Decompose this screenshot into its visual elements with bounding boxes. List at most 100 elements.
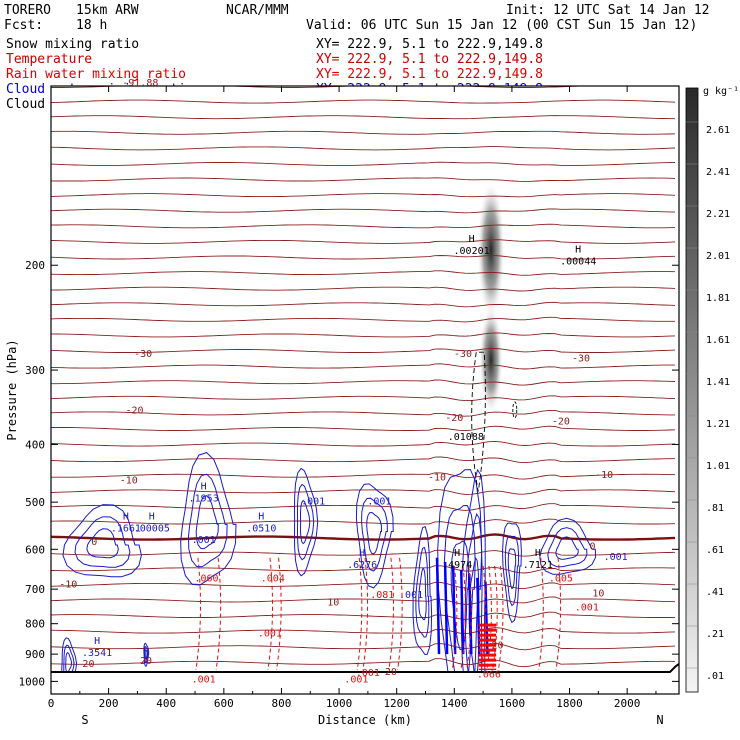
isotherm (51, 161, 676, 166)
y-tick-label: 1000 (19, 675, 46, 688)
cloud-water-label: .001 (399, 590, 423, 601)
isotherm (51, 255, 676, 260)
isotherm (51, 316, 675, 323)
isotherm (51, 239, 676, 244)
temperature-label: -10 (120, 475, 138, 486)
cloud-water-core (435, 557, 441, 655)
isotherm (51, 611, 676, 620)
x-axis: 0 200 400 600 800 1000 1200 1400 1600 1800 2000 (48, 86, 657, 710)
colorbar-unit: g kg⁻¹ (703, 86, 739, 97)
rain-contour (388, 557, 394, 671)
y-tick-label: 900 (25, 648, 45, 661)
temperature-label: -10 (59, 579, 77, 590)
cloud-water-contour (300, 499, 311, 545)
rain-contour (267, 557, 273, 671)
isotherm (51, 177, 676, 182)
y-tick-label: 300 (25, 364, 45, 377)
isotherm (51, 581, 676, 589)
colorbar-label: 1.61 (706, 335, 730, 346)
y-tick-label: 600 (25, 543, 45, 556)
isotherm (51, 658, 676, 668)
y-tick-label: 500 (25, 496, 45, 509)
isotherm (51, 301, 676, 308)
cloud-water-label: .001 (367, 497, 391, 508)
x-axis-label: Distance (km) (318, 713, 412, 727)
x-tick-label: 2000 (614, 697, 641, 710)
cloud-ice-contours (471, 351, 518, 492)
isotherm (51, 193, 676, 198)
temperature-label: 20 (385, 667, 397, 678)
cloud-water-contour (366, 511, 383, 555)
rain-contour (466, 565, 472, 671)
rain-contour (356, 557, 363, 671)
isotherm (51, 472, 676, 480)
rain-label: .066 (477, 669, 501, 680)
y-tick-label: 700 (25, 583, 45, 596)
y-tick-label: 800 (25, 618, 45, 631)
cloud-water-contour (65, 652, 73, 673)
rain-label: .001 (192, 675, 216, 686)
cloud-water-contour (355, 483, 394, 589)
extremum-letter: H (201, 482, 207, 493)
cloud-water-contour (180, 452, 237, 586)
isotherm (51, 99, 676, 104)
temperature-label: 20 (491, 640, 503, 651)
temperature-label: 20 (82, 659, 94, 670)
x-tick-label: 0 (48, 697, 55, 710)
cloud-water-contour (504, 535, 520, 607)
cloud-water-contour (501, 522, 522, 624)
field-xy-1: XY= 222.9, 5.1 to 222.9,149.8 (316, 52, 543, 67)
cloud-water-contour (418, 567, 427, 621)
colorbar-label: 2.61 (706, 125, 730, 136)
isotherm (51, 130, 676, 135)
rain-contour (362, 557, 369, 671)
extremum-letter: H (149, 512, 155, 523)
extremum-value: .1661 (111, 524, 141, 535)
rain-label: .081 (370, 590, 394, 601)
colorbar-label: .61 (706, 545, 724, 556)
rain-contours (195, 557, 562, 671)
extremum-letter: H (94, 636, 100, 647)
field-name-2: Rain water mixing ratio (6, 67, 186, 82)
y-tick-label: 400 (25, 438, 45, 451)
isotherm (51, 488, 676, 495)
isotherm (51, 379, 676, 386)
rain-contour (460, 565, 467, 671)
isotherm (51, 549, 676, 557)
extremum-value: .01088 (448, 432, 484, 443)
cloud-water-contour (555, 536, 579, 560)
temperature-label: -20 (552, 416, 570, 427)
field-name-1: Temperature (6, 52, 92, 67)
colorbar-labels: .01 .21 .41 .61 .81 1.01 1.21 1.41 1.61 1.81 2.01 2… (686, 121, 730, 682)
rain-label: .004 (261, 574, 285, 585)
terrain-line (51, 663, 679, 673)
x-tick-label: 1400 (441, 697, 468, 710)
cloud-water-contour (144, 645, 149, 664)
rain-contour (397, 557, 403, 671)
rain-label: .005 (549, 574, 573, 585)
colorbar (685, 87, 699, 693)
model-run: 15km ARW (76, 3, 139, 18)
colorbar-label: .01 (706, 671, 724, 682)
rain-label: .001 (258, 628, 282, 639)
terrain (51, 664, 679, 694)
cloud-water-contour (507, 548, 517, 590)
south-endpoint: S (81, 713, 88, 727)
rain-contour (215, 557, 222, 671)
rain-label: .001 (344, 675, 368, 686)
isotherm (51, 223, 676, 229)
isotherm (51, 642, 676, 651)
rain-contour (538, 557, 544, 671)
snow-plume-upper (477, 180, 505, 320)
temperature-label: -91.88 (122, 78, 158, 89)
isotherm (51, 456, 675, 464)
extremum-value: .00044 (560, 257, 596, 268)
field-name-0: Snow mixing ratio (6, 37, 139, 52)
isotherm (51, 270, 676, 276)
isotherm (51, 409, 675, 417)
isotherm (51, 363, 675, 370)
rain-contour (451, 565, 458, 671)
valid-time: Valid: 06 UTC Sun 15 Jan 12 (00 CST Sun … (306, 18, 697, 33)
